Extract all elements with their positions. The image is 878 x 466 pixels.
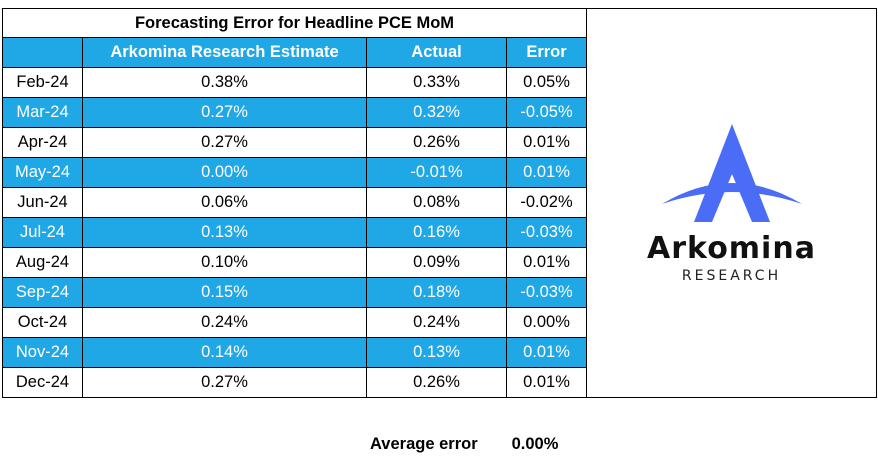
actual-cell: 0.13%	[366, 337, 507, 368]
arkomina-logo: Arkomina RESEARCH	[588, 122, 876, 284]
month-cell: Aug-24	[2, 247, 83, 278]
header-month	[2, 37, 83, 68]
estimate-cell: 0.15%	[82, 277, 367, 308]
logo-subtitle: RESEARCH	[681, 268, 782, 284]
table-title: Forecasting Error for Headline PCE MoM	[2, 8, 587, 38]
month-cell: Jul-24	[2, 217, 83, 248]
estimate-cell: 0.14%	[82, 337, 367, 368]
error-cell: 0.01%	[506, 367, 587, 398]
error-cell: 0.01%	[506, 127, 587, 158]
estimate-cell: 0.10%	[82, 247, 367, 278]
month-cell: Mar-24	[2, 97, 83, 128]
estimate-cell: 0.27%	[82, 367, 367, 398]
table-row: Apr-24 0.27% 0.26% 0.01%	[2, 127, 877, 158]
estimate-cell: 0.00%	[82, 157, 367, 188]
actual-cell: 0.16%	[366, 217, 507, 248]
month-cell: Jun-24	[2, 187, 83, 218]
table-row: Aug-24 0.10% 0.09% 0.01%	[2, 247, 877, 278]
month-cell: Sep-24	[2, 277, 83, 308]
estimate-cell: 0.27%	[82, 97, 367, 128]
actual-cell: 0.09%	[366, 247, 507, 278]
month-cell: Oct-24	[2, 307, 83, 338]
actual-cell: 0.08%	[366, 187, 507, 218]
arkomina-a-mark-icon	[661, 124, 802, 222]
error-cell: -0.05%	[506, 97, 587, 128]
table-row: Dec-24 0.27% 0.26% 0.01%	[2, 367, 877, 398]
actual-cell: -0.01%	[366, 157, 507, 188]
estimate-cell: 0.27%	[82, 127, 367, 158]
error-cell: 0.00%	[506, 307, 587, 338]
average-error-summary: Average error 0.00%	[370, 435, 558, 454]
table-row: Feb-24 0.38% 0.33% 0.05%	[2, 67, 877, 98]
logo-panel: Arkomina RESEARCH	[586, 8, 877, 398]
error-cell: -0.03%	[506, 277, 587, 308]
table-row: Nov-24 0.14% 0.13% 0.01%	[2, 337, 877, 368]
month-cell: Apr-24	[2, 127, 83, 158]
estimate-cell: 0.13%	[82, 217, 367, 248]
forecast-error-table: Forecasting Error for Headline PCE MoM A…	[2, 8, 877, 398]
error-cell: 0.05%	[506, 67, 587, 98]
month-cell: Nov-24	[2, 337, 83, 368]
estimate-cell: 0.38%	[82, 67, 367, 98]
error-cell: 0.01%	[506, 247, 587, 278]
estimate-cell: 0.24%	[82, 307, 367, 338]
actual-cell: 0.32%	[366, 97, 507, 128]
actual-cell: 0.33%	[366, 67, 507, 98]
month-cell: Dec-24	[2, 367, 83, 398]
error-cell: -0.02%	[506, 187, 587, 218]
error-cell: 0.01%	[506, 157, 587, 188]
month-cell: May-24	[2, 157, 83, 188]
table-row: Jul-24 0.13% 0.16% -0.03%	[2, 217, 877, 248]
logo-name: Arkomina	[647, 231, 816, 266]
actual-cell: 0.18%	[366, 277, 507, 308]
actual-cell: 0.24%	[366, 307, 507, 338]
estimate-cell: 0.06%	[82, 187, 367, 218]
header-error: Error	[506, 37, 587, 68]
table-row: Oct-24 0.24% 0.24% 0.00%	[2, 307, 877, 338]
month-cell: Feb-24	[2, 67, 83, 98]
table-row: May-24 0.00% -0.01% 0.01%	[2, 157, 877, 188]
average-error-label: Average error	[370, 435, 478, 453]
actual-cell: 0.26%	[366, 367, 507, 398]
average-error-value: 0.00%	[511, 435, 559, 453]
table-row: Jun-24 0.06% 0.08% -0.02%	[2, 187, 877, 218]
actual-cell: 0.26%	[366, 127, 507, 158]
header-actual: Actual	[366, 37, 507, 68]
error-cell: -0.03%	[506, 217, 587, 248]
error-cell: 0.01%	[506, 337, 587, 368]
table-row: Mar-24 0.27% 0.32% -0.05%	[2, 97, 877, 128]
header-estimate: Arkomina Research Estimate	[82, 37, 367, 68]
